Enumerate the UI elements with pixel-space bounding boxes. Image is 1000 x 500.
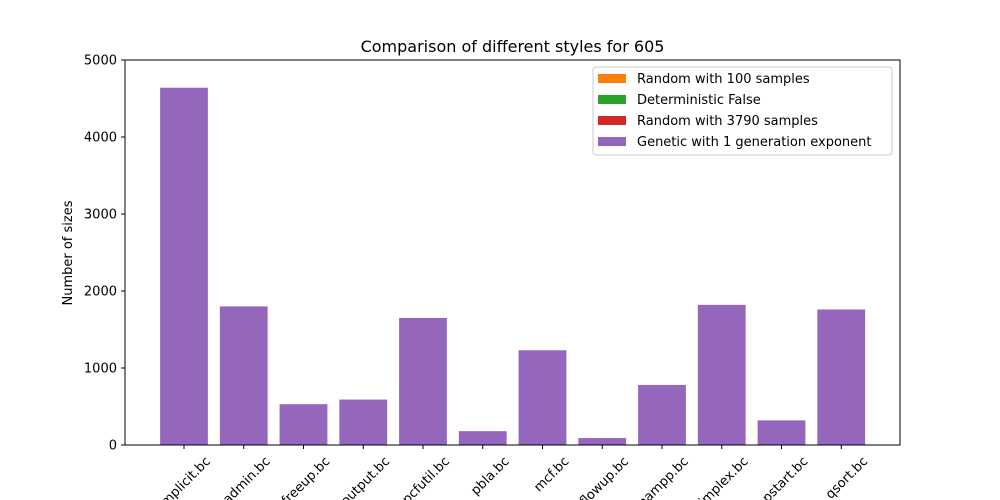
y-axis-label: Number of sizes xyxy=(61,200,76,305)
bar-3-2 xyxy=(279,404,328,445)
chart-title: Comparison of different styles for 605 xyxy=(361,37,665,56)
bar-3-1 xyxy=(219,306,268,445)
y-tick-label-1: 1000 xyxy=(84,362,117,377)
x-tick-label-0: implicit.bc xyxy=(156,454,214,500)
x-tick-label-6: mcf.bc xyxy=(531,454,572,495)
legend-label-3: Genetic with 1 generation exponent xyxy=(637,135,872,150)
bar-3-7 xyxy=(578,438,627,445)
x-tick-label-10: pstart.bc xyxy=(760,454,812,500)
x-tick-label-5: pbla.bc xyxy=(468,454,512,498)
legend-label-0: Random with 100 samples xyxy=(637,72,810,87)
plot-area xyxy=(124,59,901,446)
bar-3-8 xyxy=(638,384,686,445)
plot-frame xyxy=(124,59,901,446)
bar-3-11 xyxy=(817,309,866,445)
bar-3-4 xyxy=(399,317,447,445)
y-tick-label-2: 2000 xyxy=(84,285,117,300)
x-tick-label-9: implex.bc xyxy=(696,454,751,500)
legend-swatch-0 xyxy=(598,74,626,83)
x-tick-label-3: output.bc xyxy=(338,454,393,500)
bar-3-6 xyxy=(518,350,567,445)
legend-frame xyxy=(592,66,893,156)
bar-3-9 xyxy=(697,304,746,445)
x-axis: implicit.bc admin.bc freeup.bc output.bc pcf… xyxy=(156,445,871,500)
bar-3-3 xyxy=(339,399,388,445)
legend-swatch-1 xyxy=(598,95,626,104)
legend-swatch-2 xyxy=(598,116,626,125)
y-tick-label-5: 5000 xyxy=(84,54,117,69)
y-tick-label-3: 3000 xyxy=(84,208,117,223)
legend-swatch-3 xyxy=(598,137,626,146)
x-tick-label-8: mampp.bc xyxy=(632,454,692,500)
x-tick-label-4: pcfutil.bc xyxy=(400,454,453,500)
bar-3-10 xyxy=(757,420,806,445)
bar-3-5 xyxy=(458,431,507,445)
x-tick-label-2: freeup.bc xyxy=(279,454,333,500)
x-tick-label-11: qsort.bc xyxy=(823,454,871,500)
x-tick-label-7: flowup.bc xyxy=(577,454,632,500)
legend-label-1: Deterministic False xyxy=(637,93,761,108)
y-tick-label-4: 4000 xyxy=(84,131,117,146)
y-axis: 0 1000 2000 3000 4000 5000 xyxy=(84,54,125,454)
legend: Random with 100 samples Deterministic Fal… xyxy=(592,66,893,156)
x-tick-label-1: admin.bc xyxy=(220,454,273,500)
legend-label-2: Random with 3790 samples xyxy=(637,114,818,129)
bar-3-0 xyxy=(160,87,208,445)
y-tick-label-0: 0 xyxy=(109,439,117,454)
